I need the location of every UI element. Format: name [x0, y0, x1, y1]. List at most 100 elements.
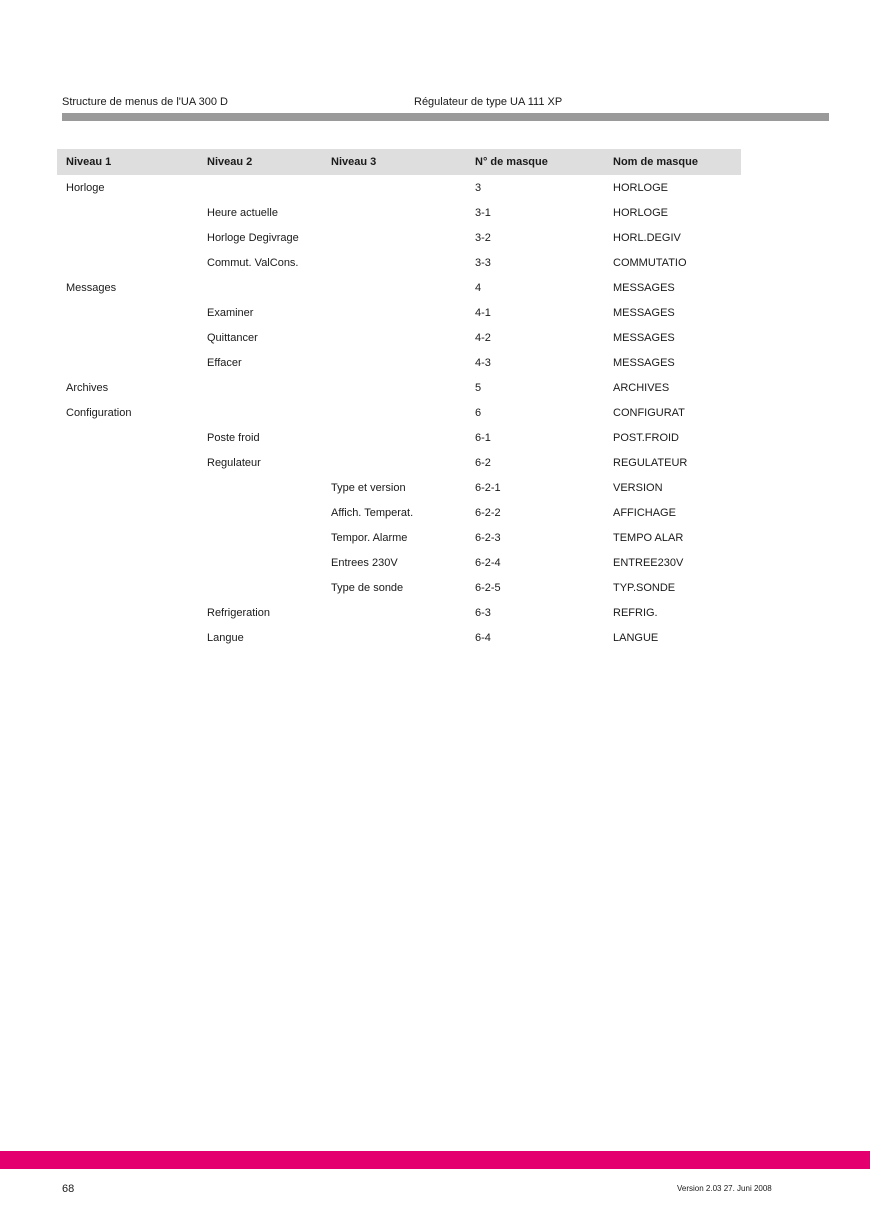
table-cell: Langue — [207, 631, 244, 644]
table-row: Poste froid 6-1 POST.FROID — [57, 425, 741, 450]
table-cell — [198, 475, 322, 500]
table-cell: Refrigeration — [207, 606, 270, 619]
table-cell: TEMPO ALAR — [613, 531, 684, 544]
table-cell: Affich. Temperat. — [331, 506, 414, 519]
table-cell — [198, 275, 322, 300]
table-cell — [322, 400, 466, 425]
table-cell: Quittancer — [207, 331, 258, 344]
table-cell: HORLOGE — [613, 206, 669, 219]
table-cell: Poste froid — [207, 431, 260, 444]
table-cell — [198, 175, 322, 200]
table-cell — [322, 625, 466, 650]
table-row: Type et version 6-2-1 VERSION — [57, 475, 741, 500]
table-cell: AFFICHAGE — [613, 506, 676, 519]
table-row: Entrees 230V 6-2-4 ENTREE230V — [57, 550, 741, 575]
version-info: Version 2.03 27. Juni 2008 — [677, 1184, 772, 1193]
table-cell: 3-1 — [475, 206, 491, 219]
table-cell: LANGUE — [613, 631, 659, 644]
table-row: Effacer 4-3 MESSAGES — [57, 350, 741, 375]
table-row: Langue 6-4 LANGUE — [57, 625, 741, 650]
header-divider-bar — [62, 113, 829, 121]
table-cell — [322, 600, 466, 625]
table-row: Regulateur 6-2 REGULATEUR — [57, 450, 741, 475]
table-cell — [198, 400, 322, 425]
table-cell: VERSION — [613, 481, 663, 494]
table-cell: ARCHIVES — [613, 381, 670, 394]
table-row: Refrigeration 6-3 REFRIG. — [57, 600, 741, 625]
column-header: Niveau 3 — [322, 149, 466, 175]
table-cell: Configuration — [66, 406, 132, 419]
table-cell — [57, 600, 198, 625]
table-cell: MESSAGES — [613, 281, 675, 294]
table-cell — [57, 475, 198, 500]
table-row: Archives 5 ARCHIVES — [57, 375, 741, 400]
table-cell: 6-2-4 — [475, 556, 501, 569]
table-cell: Regulateur — [207, 456, 261, 469]
column-header: N° de masque — [466, 149, 604, 175]
table-cell: 6-2-1 — [475, 481, 501, 494]
table-row: Horloge 3 HORLOGE — [57, 175, 741, 200]
table-cell: 3-3 — [475, 256, 491, 269]
table-cell: 6-4 — [475, 631, 491, 644]
column-header: Niveau 2 — [198, 149, 322, 175]
table-cell: 6-2-3 — [475, 531, 501, 544]
table-row: Heure actuelle 3-1 HORLOGE — [57, 200, 741, 225]
table-cell — [322, 275, 466, 300]
table-cell — [57, 325, 198, 350]
column-header: Niveau 1 — [57, 149, 198, 175]
table-cell: Archives — [66, 381, 109, 394]
table-cell: POST.FROID — [613, 431, 680, 444]
table-cell — [57, 450, 198, 475]
table-cell: 3-2 — [475, 231, 491, 244]
table-cell: Tempor. Alarme — [331, 531, 408, 544]
table-cell: 6-3 — [475, 606, 491, 619]
table-cell: Horloge Degivrage — [207, 231, 299, 244]
table-cell — [198, 575, 322, 600]
table-cell — [322, 350, 466, 375]
table-cell: HORLOGE — [613, 181, 669, 194]
table-cell: HORL.DEGIV — [613, 231, 681, 244]
table-cell — [57, 500, 198, 525]
table-cell: MESSAGES — [613, 356, 675, 369]
table-row: Quittancer 4-2 MESSAGES — [57, 325, 741, 350]
table-cell — [322, 425, 466, 450]
table-cell — [57, 350, 198, 375]
table-cell: Examiner — [207, 306, 254, 319]
header-right-title: Régulateur de type UA 111 XP — [414, 96, 563, 108]
table-cell: Heure actuelle — [207, 206, 278, 219]
table-cell: 5 — [475, 381, 482, 394]
table-cell — [57, 575, 198, 600]
table-cell: 6-2-2 — [475, 506, 501, 519]
table-cell — [198, 550, 322, 575]
table-cell: Type et version — [331, 481, 406, 494]
menu-structure-table: Niveau 1 Niveau 2 Niveau 3 N° de masque … — [57, 149, 741, 650]
table-cell — [57, 525, 198, 550]
table-cell — [57, 250, 198, 275]
table-cell: REGULATEUR — [613, 456, 688, 469]
table-cell: Commut. ValCons. — [207, 256, 299, 269]
table-cell: 6-2 — [475, 456, 491, 469]
table-cell: Horloge — [66, 181, 105, 194]
table-cell: TYP.SONDE — [613, 581, 676, 594]
table-cell: 4-2 — [475, 331, 491, 344]
table-cell — [198, 375, 322, 400]
table-cell: 6-2-5 — [475, 581, 501, 594]
table-cell — [57, 225, 198, 250]
table-cell: Effacer — [207, 356, 242, 369]
table-cell: 4-1 — [475, 306, 491, 319]
table-cell: Type de sonde — [331, 581, 404, 594]
table-cell: Messages — [66, 281, 117, 294]
table-row: Horloge Degivrage 3-2 HORL.DEGIV — [57, 225, 741, 250]
table-cell — [57, 625, 198, 650]
table-cell: Entrees 230V — [331, 556, 398, 569]
table-cell — [198, 525, 322, 550]
header-left-title: Structure de menus de l'UA 300 D — [62, 96, 228, 108]
table-row: Examiner 4-1 MESSAGES — [57, 300, 741, 325]
table-cell: 3 — [475, 181, 482, 194]
table-cell — [322, 225, 466, 250]
table-cell — [322, 200, 466, 225]
footer-bar — [0, 1151, 870, 1169]
table-row: Affich. Temperat. 6-2-2 AFFICHAGE — [57, 500, 741, 525]
table-cell: 6 — [475, 406, 482, 419]
table-cell: CONFIGURAT — [613, 406, 685, 419]
